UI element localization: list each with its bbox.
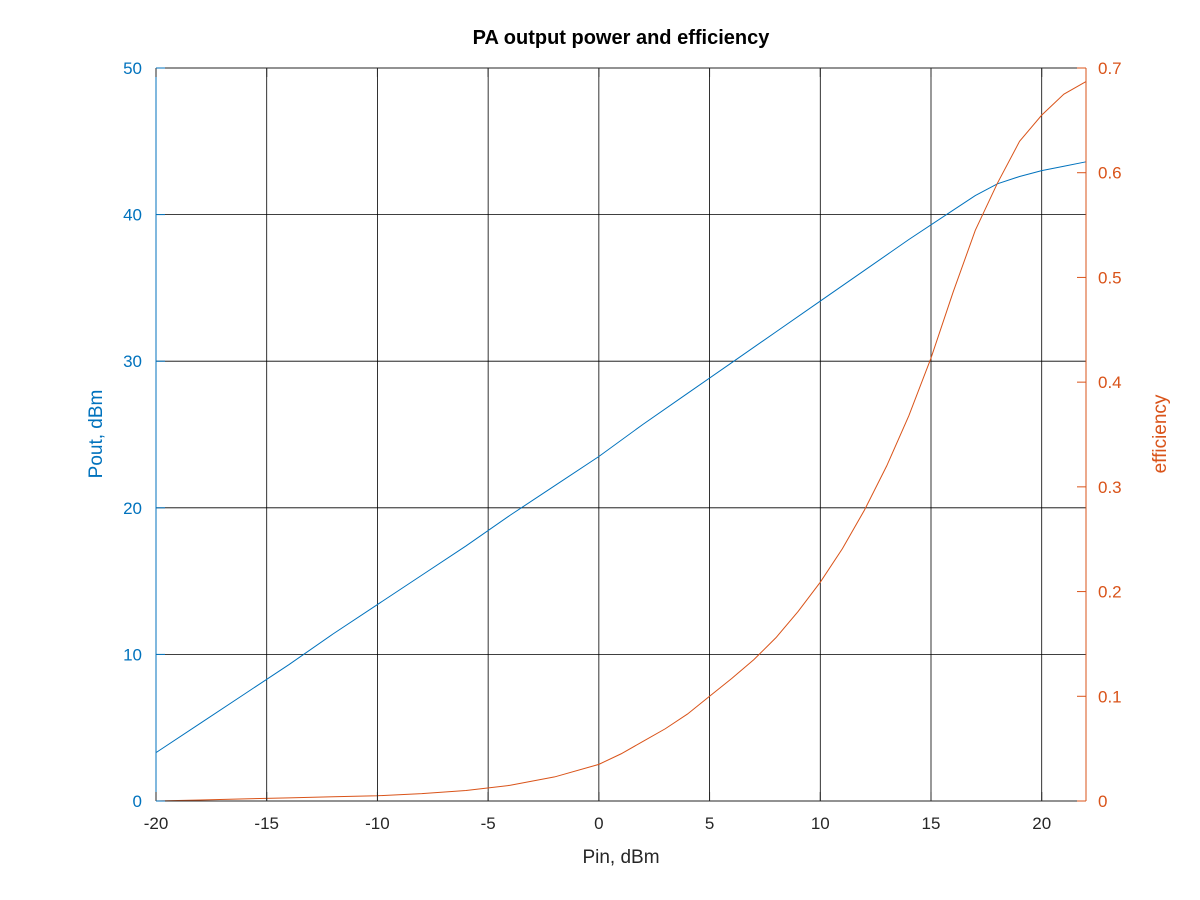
x-tick-label: -20: [144, 814, 169, 833]
x-tick-label: 5: [705, 814, 714, 833]
x-axis-label: Pin, dBm: [582, 847, 659, 868]
y-right-axis-label: efficiency: [1150, 394, 1171, 473]
x-tick-label: 15: [922, 814, 941, 833]
y-left-tick-label: 40: [123, 206, 142, 225]
y-right-tick-label: 0.5: [1098, 268, 1122, 287]
y-right-tick-label: 0.4: [1098, 373, 1122, 392]
y-right-tick-label: 0.7: [1098, 59, 1122, 78]
y-right-tick-label: 0.3: [1098, 478, 1122, 497]
x-tick-label: -10: [365, 814, 390, 833]
tick-labels: -20 -15 -10 -5 0 5 10 15 20 0 10 20 30 40 50 0 0.1 0.2 0.3…: [123, 59, 1122, 833]
y-right-tick-label: 0.6: [1098, 164, 1122, 183]
x-tick-label: -5: [481, 814, 496, 833]
y-left-tick-label: 10: [123, 645, 142, 664]
x-tick-label: 0: [594, 814, 603, 833]
y-left-axis-label: Pout, dBm: [86, 390, 107, 479]
y-left-tick-label: 20: [123, 499, 142, 518]
plot-background: [156, 68, 1086, 801]
x-tick-label: 20: [1032, 814, 1051, 833]
x-tick-label: 10: [811, 814, 830, 833]
axes: [155, 67, 1087, 802]
y-right-tick-label: 0: [1098, 792, 1107, 811]
y-right-tick-label: 0.1: [1098, 687, 1122, 706]
y-right-tick-label: 0.2: [1098, 583, 1122, 602]
x-tick-label: -15: [254, 814, 279, 833]
y-left-tick-label: 30: [123, 352, 142, 371]
chart-title: PA output power and efficiency: [473, 27, 771, 49]
y-left-tick-label: 50: [123, 59, 142, 78]
grid-lines: [155, 67, 1086, 802]
efficiency-line: [155, 81, 1087, 802]
y-left-tick-label: 0: [133, 792, 142, 811]
series-lines: [155, 81, 1087, 802]
